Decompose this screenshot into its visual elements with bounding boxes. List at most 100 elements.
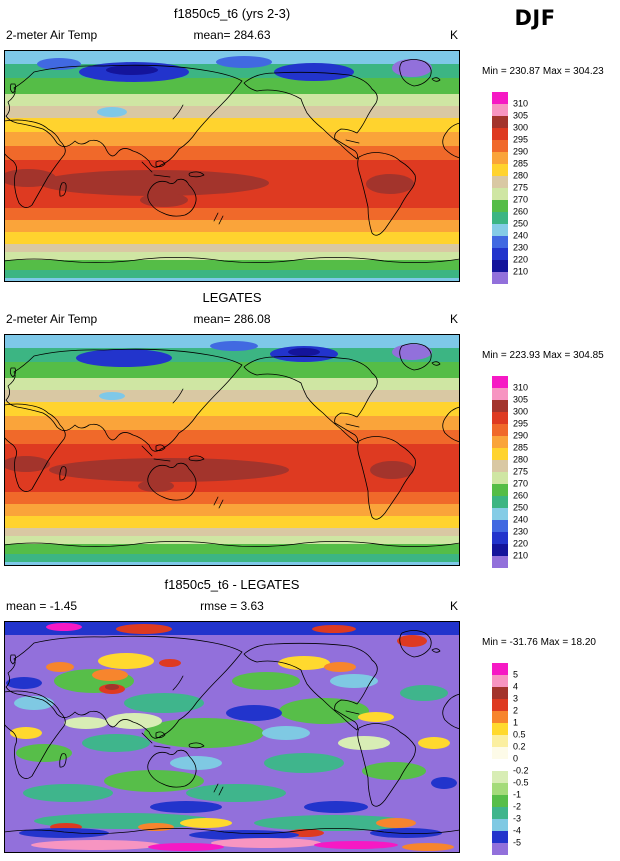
colorbar-label: -3	[513, 813, 522, 824]
mean-label: mean= 284.63	[193, 28, 271, 42]
colorbar-label: 260	[513, 206, 529, 217]
minmax-label: Min = 223.93 Max = 304.85	[482, 350, 604, 361]
colorbar-label: 260	[513, 490, 529, 501]
colorbar-box	[492, 176, 508, 188]
colorbar-box	[492, 188, 508, 200]
minmax-label: Min = -31.76 Max = 18.20	[482, 637, 596, 648]
colorbar-label: 305	[513, 394, 529, 405]
colorbar: 310 305 300 295 290 285 280 275 270 260 250 240 230 2…	[492, 376, 558, 572]
diff-map-svg	[4, 621, 460, 853]
obs-map	[4, 334, 460, 566]
colorbar-label: 270	[513, 478, 529, 489]
colorbar-box	[492, 388, 508, 400]
colorbar-label: -0.2	[513, 765, 529, 776]
colorbar-label: 0.5	[513, 729, 526, 740]
model-map-svg	[4, 50, 460, 282]
map-frame	[4, 50, 460, 282]
colorbar-box	[492, 843, 508, 855]
colorbar-box	[492, 544, 508, 556]
obs-map-anomaly-blobs	[4, 341, 432, 492]
colorbar-label: 3	[513, 693, 519, 704]
colorbar-label: 300	[513, 406, 529, 417]
colorbar-box	[492, 747, 508, 759]
colorbar-label: 290	[513, 146, 529, 157]
stats-row: 2-meter Air Temp mean= 286.08 K	[4, 312, 460, 328]
colorbar-box	[492, 236, 508, 248]
colorbar-box	[492, 508, 508, 520]
colorbar-box	[492, 556, 508, 568]
panel-title: f1850c5_t6 (yrs 2-3)	[173, 6, 291, 21]
colorbar-box	[492, 699, 508, 711]
panel-obs: LEGATES 2-meter Air Temp mean= 286.08 K	[0, 284, 620, 571]
rmse-label: rmse = 3.63	[200, 599, 264, 613]
map-frame	[4, 621, 460, 853]
colorbar-label: 210	[513, 266, 529, 277]
map-frame	[4, 334, 460, 566]
colorbar-label: 4	[513, 681, 519, 692]
colorbar: 5 4 3 2 1 0.5 0.2 0 -0.2 -0.5 -1 -2 -3 -4 -5	[492, 663, 558, 859]
colorbar-label: 240	[513, 514, 529, 525]
colorbar-label: 240	[513, 230, 529, 241]
colorbar-label: 250	[513, 502, 529, 513]
colorbar-label: -1	[513, 789, 522, 800]
colorbar-label: 310	[513, 98, 529, 109]
season-label: DJF	[514, 6, 556, 30]
colorbar-label: 5	[513, 669, 519, 680]
colorbar-label: 270	[513, 194, 529, 205]
colorbar-label: 220	[513, 254, 529, 265]
diff-map-patches	[6, 623, 457, 851]
colorbar-box	[492, 436, 508, 448]
colorbar-box	[492, 795, 508, 807]
colorbar-box	[492, 140, 508, 152]
colorbar-box	[492, 460, 508, 472]
colorbar-label: -5	[513, 837, 522, 848]
colorbar-label: 250	[513, 218, 529, 229]
colorbar-box	[492, 759, 508, 771]
colorbar-box	[492, 152, 508, 164]
colorbar-box	[492, 128, 508, 140]
colorbar-box	[492, 783, 508, 795]
colorbar-label: 275	[513, 182, 529, 193]
colorbar-box	[492, 771, 508, 783]
colorbar-box	[492, 224, 508, 236]
colorbar-box	[492, 260, 508, 272]
obs-map-svg	[4, 334, 460, 566]
colorbar-box	[492, 819, 508, 831]
colorbar-box	[492, 520, 508, 532]
colorbar-label: 2	[513, 705, 519, 716]
panel-title: LEGATES	[202, 290, 262, 305]
colorbar-label: 280	[513, 170, 529, 181]
units-label: K	[449, 28, 458, 42]
colorbar-label: 0	[513, 753, 519, 764]
colorbar-label: -4	[513, 825, 522, 836]
colorbar-label: 305	[513, 110, 529, 121]
colorbar-label: -0.5	[513, 777, 529, 788]
colorbar-label: 275	[513, 466, 529, 477]
colorbar-box	[492, 212, 508, 224]
minmax-label: Min = 230.87 Max = 304.23	[482, 66, 604, 77]
colorbar-box	[492, 448, 508, 460]
mean-label: mean= 286.08	[193, 312, 271, 326]
colorbar-label: 295	[513, 134, 529, 145]
colorbar-box	[492, 687, 508, 699]
diff-map	[4, 621, 460, 853]
colorbar-label: 285	[513, 442, 529, 453]
model-map	[4, 50, 460, 282]
colorbar-label: 290	[513, 430, 529, 441]
variable-label: 2-meter Air Temp	[6, 28, 98, 42]
colorbar-box	[492, 200, 508, 212]
colorbar-label: 310	[513, 382, 529, 393]
colorbar-box	[492, 532, 508, 544]
colorbar-label: 1	[513, 717, 519, 728]
colorbar-label: 0.2	[513, 741, 526, 752]
colorbar-box	[492, 424, 508, 436]
mean-label: mean = -1.45	[6, 599, 78, 613]
colorbar-label: 300	[513, 122, 529, 133]
colorbar-label: 220	[513, 538, 529, 549]
colorbar-label: 230	[513, 526, 529, 537]
stats-row: mean = -1.45 rmse = 3.63 K	[4, 599, 460, 615]
colorbar-box	[492, 496, 508, 508]
colorbar-box	[492, 723, 508, 735]
colorbar-box	[492, 412, 508, 424]
colorbar-box	[492, 272, 508, 284]
